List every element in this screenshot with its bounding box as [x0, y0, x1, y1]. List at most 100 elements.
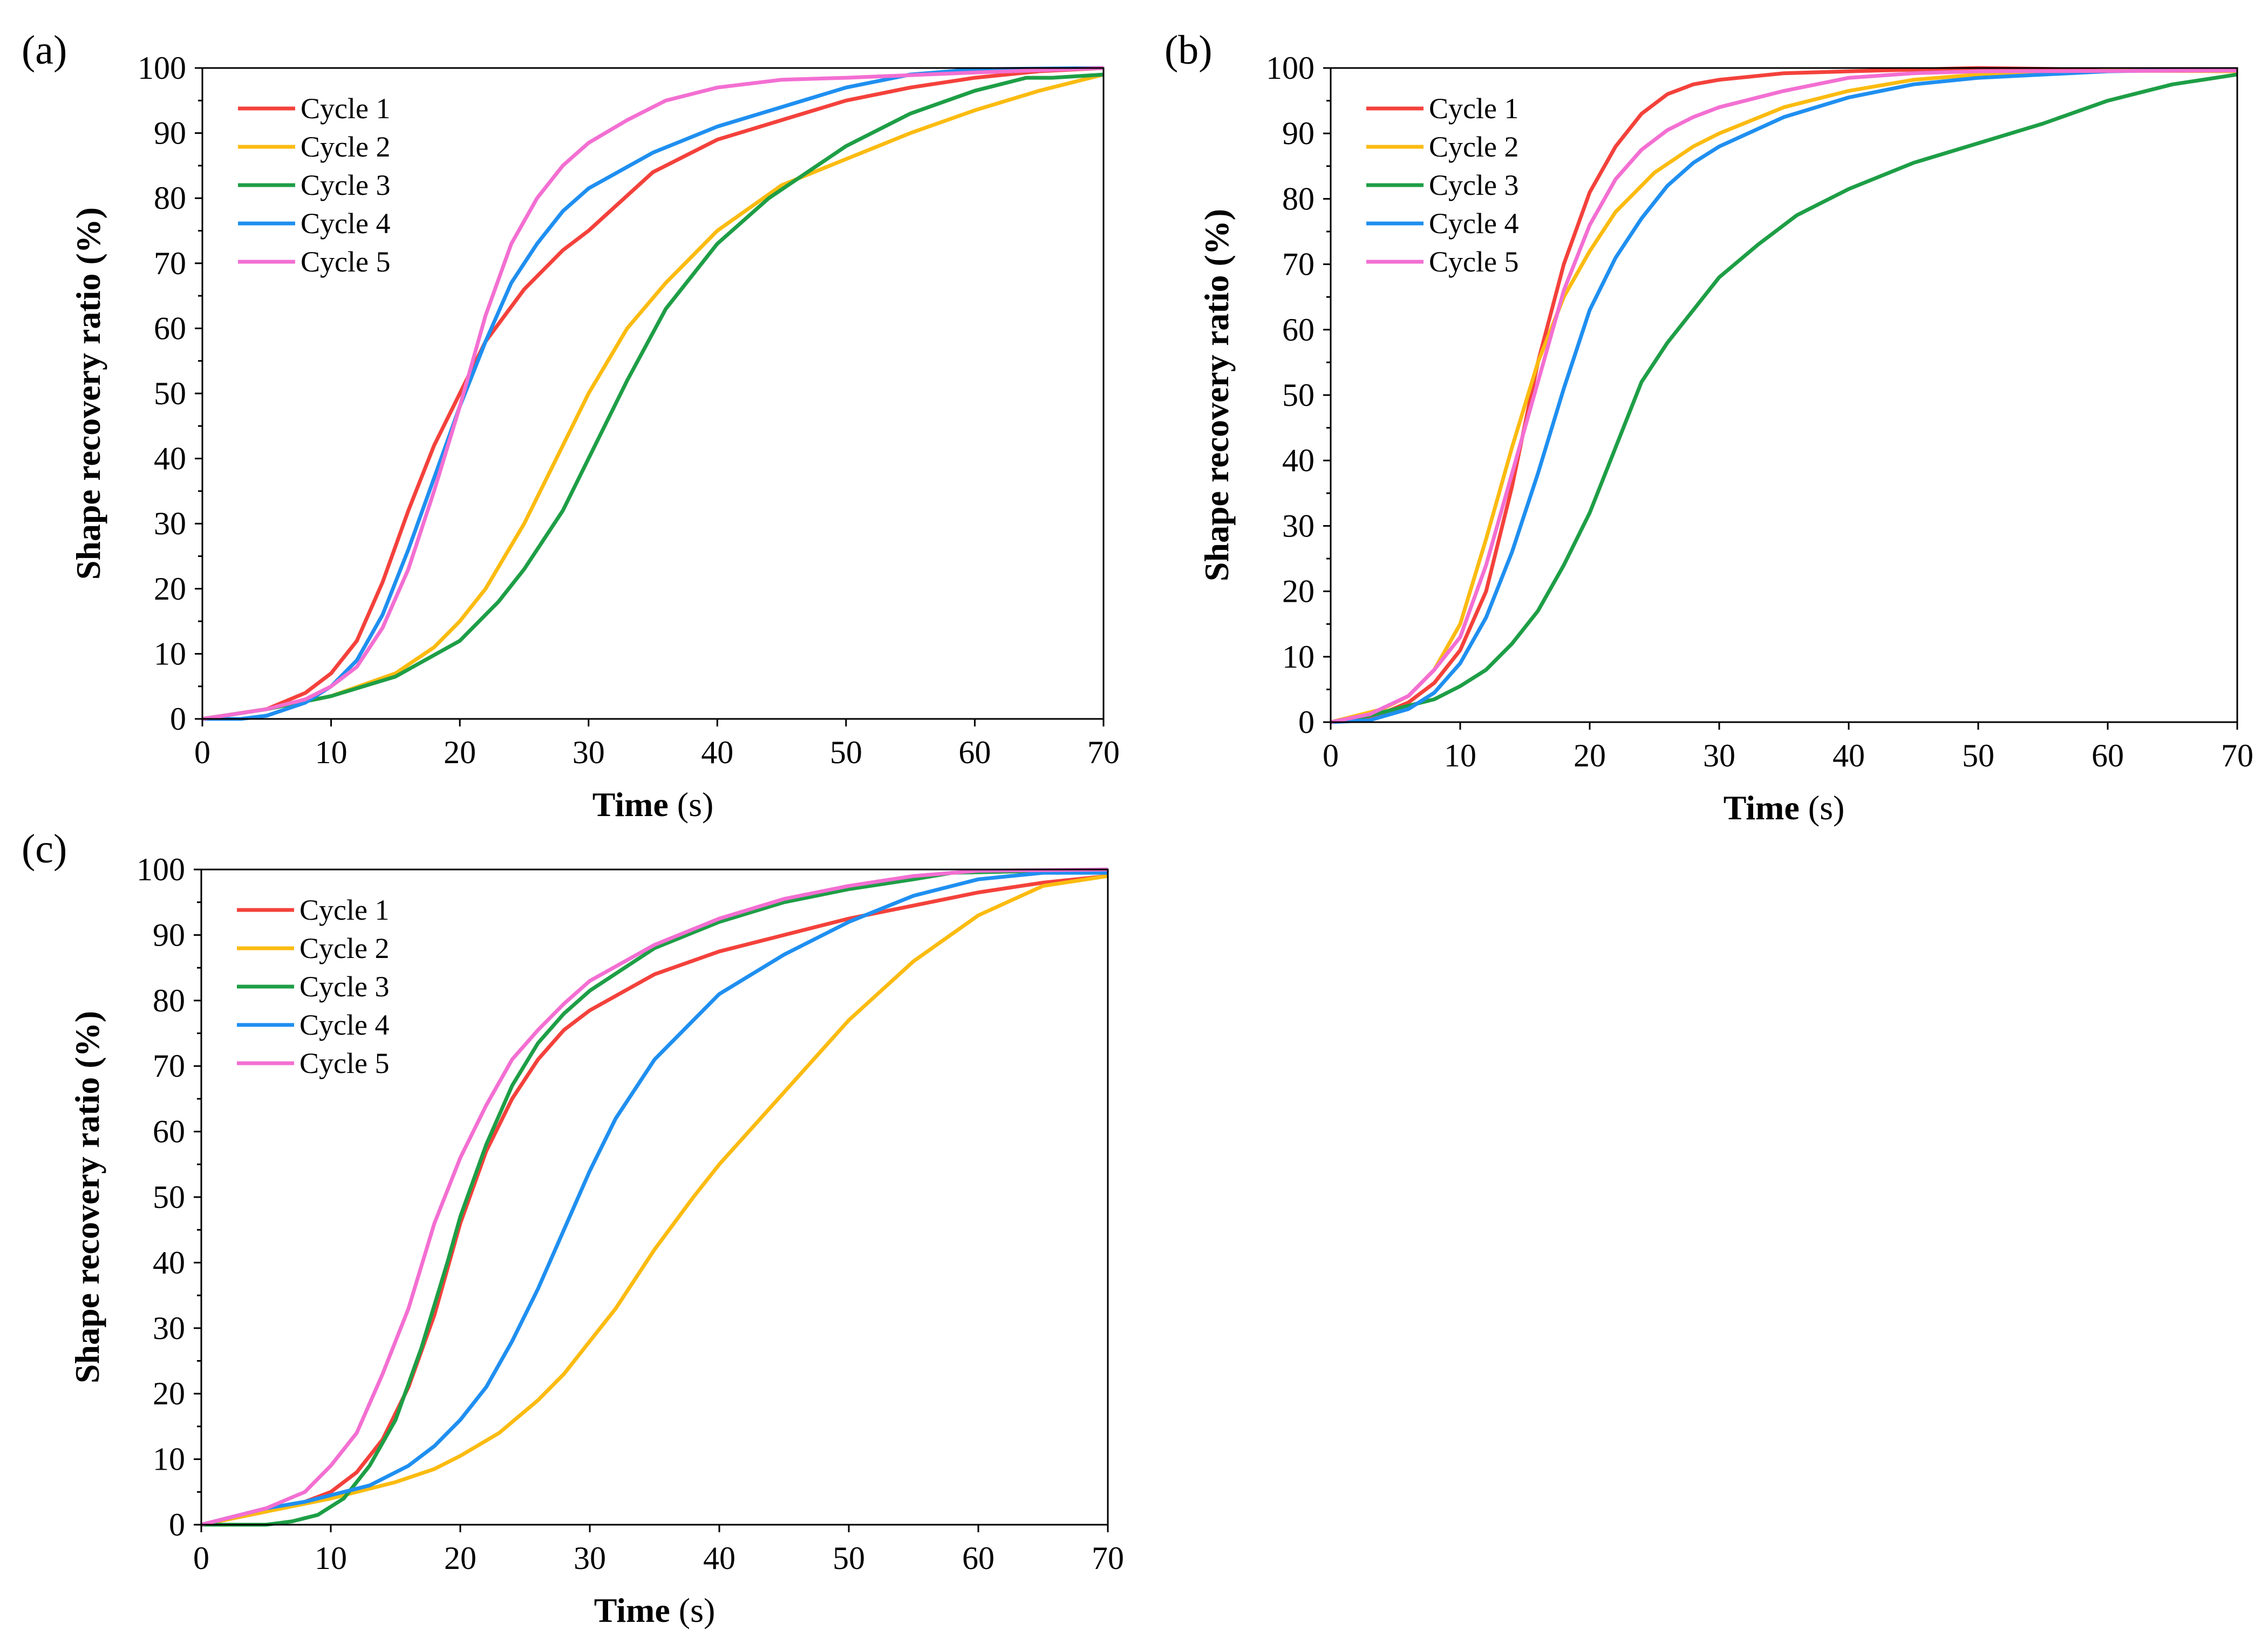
y-tick-label: 40	[1282, 443, 1315, 478]
series-line-cycle-2	[201, 874, 1108, 1527]
x-tick-label: 30	[1703, 738, 1735, 773]
series-line-cycle-5	[202, 66, 1104, 721]
x-tick-label: 10	[315, 735, 348, 770]
legend-label: Cycle 4	[1429, 207, 1518, 240]
chart-panel-a: (a) 0 10 20 30 40 50 60 70 80 90 100 0 10 20 30 40 50 60 70…	[22, 28, 1120, 824]
y-tick-label: 80	[154, 180, 186, 216]
x-tick-label: 60	[962, 1540, 995, 1576]
y-tick-label: 70	[154, 246, 186, 281]
x-tick-label: 10	[315, 1540, 347, 1576]
x-tick-label: 50	[833, 1540, 865, 1576]
legend-label: Cycle 3	[299, 970, 389, 1003]
x-axis-title-unit: (s)	[1808, 789, 1845, 827]
y-tick-label: 80	[1282, 181, 1315, 216]
y-tick-label: 30	[1282, 508, 1315, 543]
y-tick-label: 20	[1282, 574, 1315, 609]
y-axis-title: Shape recovery ratio (%)	[69, 207, 107, 580]
y-tick-label: 30	[154, 506, 186, 541]
y-tick-label: 30	[153, 1310, 185, 1346]
legend-label: Cycle 2	[1429, 131, 1518, 163]
legend-label: Cycle 1	[1429, 92, 1518, 125]
panel-label: (c)	[22, 826, 67, 872]
x-tick-label: 10	[1444, 738, 1476, 773]
series-line-cycle-1	[202, 66, 1104, 721]
legend-label: Cycle 3	[301, 169, 390, 201]
legend-label: Cycle 2	[299, 932, 389, 964]
legend-label: Cycle 3	[1429, 169, 1518, 201]
y-tick-label: 20	[153, 1376, 185, 1411]
x-axis-title-unit: (s)	[677, 785, 714, 824]
legend-label: Cycle 1	[299, 894, 389, 926]
y-tick-label: 90	[154, 115, 186, 151]
x-tick-label: 0	[194, 735, 210, 770]
y-axis-title: Shape recovery ratio (%)	[68, 1011, 106, 1383]
y-axis-title: Shape recovery ratio (%)	[1197, 209, 1236, 581]
series-line-cycle-5	[201, 867, 1108, 1527]
series-line-cycle-3	[1330, 72, 2238, 724]
x-axis-title-text: Time	[594, 1591, 679, 1629]
series-line-cycle-2	[202, 72, 1104, 721]
y-tick-label: 90	[1282, 115, 1315, 151]
x-tick-label: 70	[2221, 738, 2253, 773]
x-axis-title: Time (s)	[1724, 789, 1845, 827]
x-tick-label: 40	[703, 1540, 735, 1576]
y-tick-label: 0	[170, 701, 186, 737]
series-line-cycle-1	[201, 874, 1108, 1527]
x-tick-label: 50	[830, 735, 862, 770]
legend-label: Cycle 5	[1429, 246, 1518, 278]
y-tick-label: 70	[1282, 247, 1315, 282]
x-axis-title-text: Time	[1724, 789, 1808, 827]
series-line-cycle-1	[1330, 66, 2238, 724]
x-tick-label: 30	[574, 1540, 606, 1576]
x-tick-label: 60	[2092, 738, 2124, 773]
series-line-cycle-4	[201, 871, 1108, 1527]
x-tick-label: 0	[193, 1540, 209, 1576]
y-tick-label: 50	[153, 1179, 185, 1215]
x-tick-label: 30	[573, 735, 605, 770]
panel-label: (a)	[22, 28, 67, 73]
x-tick-label: 70	[1092, 1540, 1124, 1576]
y-tick-label: 70	[153, 1048, 185, 1084]
y-tick-label: 10	[153, 1442, 185, 1477]
y-tick-label: 100	[137, 852, 185, 887]
legend-label: Cycle 5	[299, 1047, 389, 1079]
x-tick-label: 0	[1323, 738, 1339, 773]
x-tick-label: 40	[701, 735, 733, 770]
chart-panel-c: (c) 0 10 20 30 40 50 60 70 80 90 100 0 10 20 30 40 50 60 70…	[22, 826, 1124, 1629]
legend-label: Cycle 5	[301, 246, 390, 278]
plot-frame	[200, 868, 1109, 1526]
chart-panel-b: (b) 0 10 20 30 40 50 60 70 80 90 100 0 10 20 30 40 50 60 70…	[1164, 28, 2253, 827]
y-tick-label: 40	[153, 1245, 185, 1280]
x-axis-title: Time (s)	[594, 1591, 716, 1629]
y-tick-label: 60	[153, 1114, 185, 1150]
y-tick-label: 20	[154, 571, 186, 607]
y-tick-label: 100	[1266, 50, 1315, 86]
x-tick-label: 20	[444, 1540, 476, 1576]
series-line-cycle-3	[202, 72, 1104, 721]
y-tick-label: 50	[1282, 377, 1315, 413]
x-axis-title-unit: (s)	[679, 1591, 716, 1629]
x-tick-label: 70	[1087, 735, 1120, 770]
panel-label: (b)	[1164, 28, 1213, 73]
series-line-cycle-4	[1330, 67, 2238, 724]
y-tick-label: 80	[153, 983, 185, 1018]
x-tick-label: 20	[444, 735, 476, 770]
x-axis-title-text: Time	[592, 785, 677, 824]
series-line-cycle-5	[1330, 69, 2238, 724]
legend-label: Cycle 1	[301, 92, 390, 125]
x-axis-title: Time (s)	[592, 785, 714, 824]
legend-label: Cycle 4	[299, 1009, 389, 1041]
y-tick-label: 90	[153, 917, 185, 953]
plot-frame	[201, 67, 1105, 720]
y-tick-label: 100	[138, 50, 186, 86]
legend-label: Cycle 4	[301, 207, 390, 240]
x-tick-label: 40	[1833, 738, 1865, 773]
y-tick-label: 60	[154, 310, 186, 346]
x-tick-label: 50	[1962, 738, 1994, 773]
x-tick-label: 20	[1574, 738, 1606, 773]
series-line-cycle-3	[201, 867, 1108, 1527]
y-tick-label: 10	[1282, 639, 1315, 675]
x-tick-label: 60	[958, 735, 991, 770]
y-tick-label: 10	[154, 636, 186, 671]
